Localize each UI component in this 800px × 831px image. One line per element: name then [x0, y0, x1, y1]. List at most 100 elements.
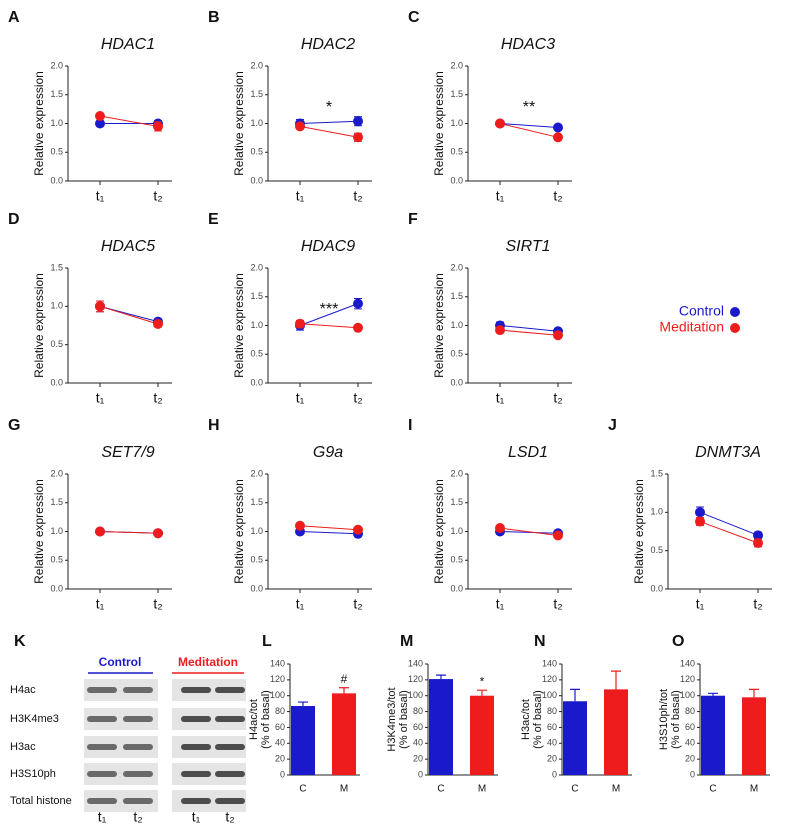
data-point: [753, 530, 763, 541]
data-point: [353, 298, 363, 309]
x-tick-label: t₁: [96, 596, 105, 612]
significance: *: [326, 99, 332, 116]
x-tick-label: t₂: [153, 596, 162, 612]
data-point: [753, 538, 763, 548]
significance: *: [480, 674, 485, 688]
y-tick-label: 0.0: [450, 377, 463, 387]
y-tick-label: 1.0: [250, 526, 263, 536]
blot-band: [181, 716, 211, 722]
x-tick-label: t₁: [96, 188, 105, 204]
y-tick-label: 0.5: [50, 339, 63, 349]
legend-marker: [730, 323, 740, 333]
data-point: [495, 523, 505, 534]
chart-title: HDAC3: [501, 36, 555, 53]
y-tick-label: 1.5: [250, 497, 263, 507]
y-axis-label: Relative expression: [32, 273, 46, 378]
y-tick-label: 0.5: [250, 349, 263, 359]
y-tick-label: 0.0: [250, 175, 263, 185]
y-axis-label: H3K4me3/tot: [386, 687, 398, 751]
blot-band: [215, 687, 245, 693]
data-point: [553, 530, 563, 541]
y-tick-label: 60: [685, 722, 695, 732]
panel-label: E: [208, 211, 219, 228]
series-line: [99, 305, 159, 325]
y-tick-label: 120: [408, 674, 423, 684]
y-axis-label: Relative expression: [232, 479, 246, 584]
y-tick-label: 2.0: [50, 60, 63, 70]
panel-label: C: [408, 9, 420, 26]
y-tick-label: 2.0: [50, 468, 63, 478]
panel-label: L: [262, 633, 272, 650]
significance: #: [341, 672, 348, 686]
legend-label: Meditation: [659, 319, 724, 335]
data-point: [553, 122, 563, 133]
blot-group: Meditation: [178, 655, 238, 669]
legend-label: Control: [679, 303, 724, 319]
series-line: [299, 120, 359, 124]
blot-strip: [84, 763, 158, 785]
y-tick-label: 0.0: [450, 175, 463, 185]
y-tick-label: 2.0: [250, 60, 263, 70]
y-tick-label: 1.5: [250, 89, 263, 99]
y-tick-label: 0.5: [50, 555, 63, 565]
y-tick-label: 1.5: [450, 291, 463, 301]
y-tick-label: 1.5: [50, 89, 63, 99]
blot-row-label: H4ac: [10, 684, 36, 696]
y-tick-label: 1.5: [450, 89, 463, 99]
y-tick-label: 40: [685, 738, 695, 748]
panel-label: N: [534, 633, 546, 650]
lane-label: t₁: [98, 809, 107, 825]
y-axis-label: Relative expression: [632, 479, 646, 584]
blot-row-label: H3ac: [10, 741, 36, 753]
x-tick-label: M: [612, 784, 620, 795]
panel-label: F: [408, 211, 418, 228]
y-tick-label: 0.5: [250, 147, 263, 157]
y-tick-label: 0.0: [250, 583, 263, 593]
y-tick-label: 0.5: [650, 545, 663, 555]
y-tick-label: 100: [680, 690, 695, 700]
chart-title: HDAC1: [101, 36, 155, 53]
data-point: [295, 121, 305, 132]
data-point: [353, 132, 363, 143]
y-tick-label: 0: [690, 769, 695, 779]
y-tick-label: 20: [547, 754, 557, 764]
blot-row-label: Total histone: [10, 795, 72, 807]
blot-band: [215, 798, 245, 804]
bar: [563, 701, 587, 775]
panel-label: D: [8, 211, 20, 228]
series-line: [299, 303, 359, 326]
x-tick-label: M: [340, 784, 348, 795]
y-tick-label: 0.0: [50, 377, 63, 387]
lane-label: t₁: [192, 809, 201, 825]
x-tick-label: t₂: [353, 390, 362, 406]
series-line: [99, 115, 159, 127]
y-tick-label: 80: [547, 706, 557, 716]
y-tick-label: 140: [542, 658, 557, 668]
x-tick-label: t₂: [553, 188, 562, 204]
blot-row-label: H3K4me3: [10, 713, 59, 725]
x-tick-label: C: [437, 784, 444, 795]
y-tick-label: 0.0: [650, 583, 663, 593]
x-tick-label: t₂: [153, 188, 162, 204]
y-tick-label: 0: [280, 769, 285, 779]
y-axis-label: Relative expression: [432, 273, 446, 378]
x-tick-label: t₂: [353, 188, 362, 204]
data-point: [295, 520, 305, 531]
bar: [429, 679, 453, 775]
y-axis-label: H4ac/tot: [248, 699, 260, 740]
blot-band: [181, 798, 211, 804]
y-tick-label: 1.0: [650, 507, 663, 517]
x-tick-label: M: [478, 784, 486, 795]
error-bar: [477, 689, 487, 696]
data-point: [353, 322, 363, 333]
y-tick-label: 1.5: [450, 497, 463, 507]
blot-band: [181, 771, 211, 777]
blot-strip: [84, 736, 158, 758]
blot-band: [87, 798, 117, 804]
x-tick-label: t₁: [496, 596, 505, 612]
y-tick-label: 80: [413, 706, 423, 716]
y-tick-label: 80: [275, 706, 285, 716]
blot-band: [87, 687, 117, 693]
y-tick-label: 120: [542, 674, 557, 684]
